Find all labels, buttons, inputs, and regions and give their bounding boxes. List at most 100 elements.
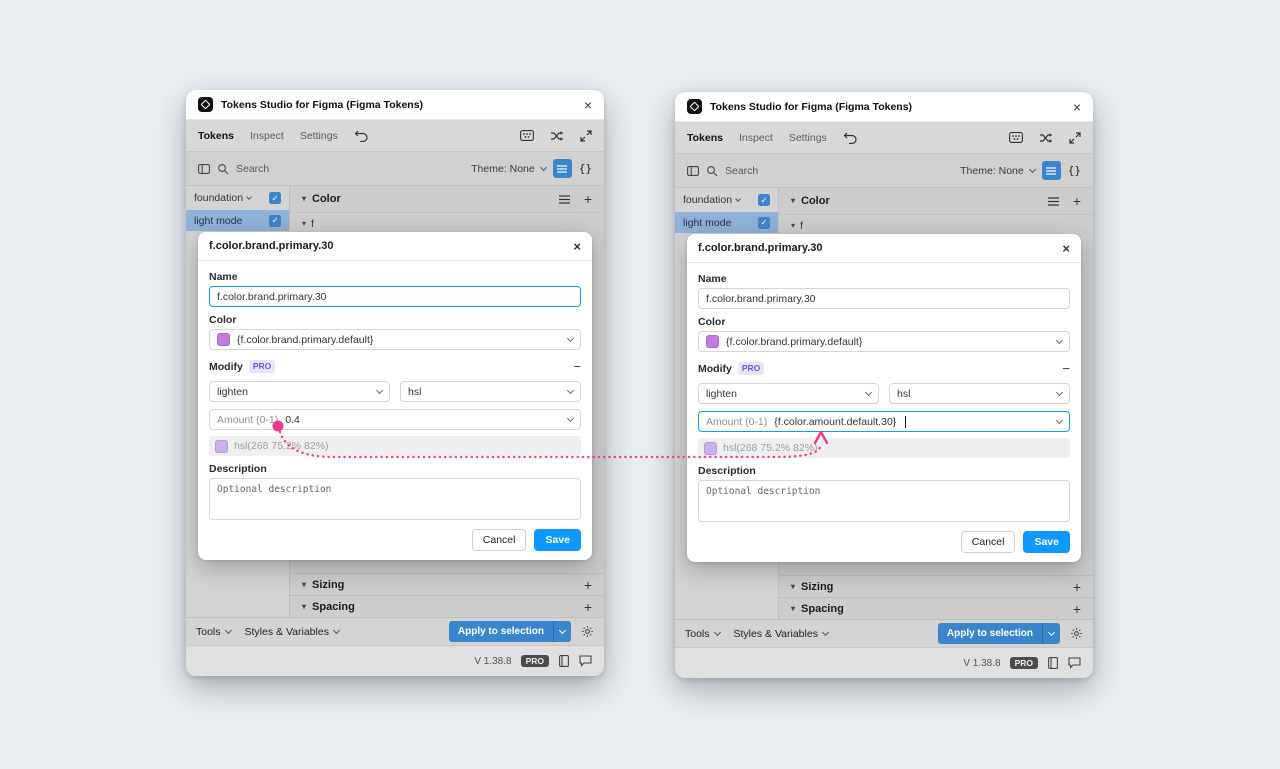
apply-dropdown-button[interactable] bbox=[554, 621, 571, 642]
json-view-button[interactable]: {} bbox=[578, 162, 592, 175]
sidebar-toggle-icon[interactable] bbox=[687, 165, 699, 177]
theme-selector[interactable]: Theme: None bbox=[471, 163, 547, 175]
token-set-label: foundation bbox=[194, 192, 244, 204]
feedback-icon[interactable] bbox=[1068, 657, 1081, 669]
subgroup-f[interactable]: ▾ f bbox=[290, 213, 604, 235]
cancel-button[interactable]: Cancel bbox=[960, 531, 1016, 553]
search-input[interactable] bbox=[236, 162, 341, 175]
subgroup-f[interactable]: ▾ f bbox=[779, 215, 1093, 237]
chevron-down-icon bbox=[864, 388, 873, 397]
token-set-light-mode[interactable]: light mode ✓ bbox=[186, 210, 289, 231]
save-button[interactable]: Save bbox=[534, 529, 581, 551]
search-input[interactable] bbox=[725, 164, 830, 177]
group-color[interactable]: ▾ Color + bbox=[779, 188, 1093, 215]
add-token-button[interactable]: + bbox=[583, 191, 592, 207]
chevron-down-icon bbox=[566, 386, 575, 395]
tools-menu[interactable]: Tools bbox=[685, 628, 721, 640]
styles-variables-menu[interactable]: Styles & Variables bbox=[734, 628, 829, 640]
tools-menu[interactable]: Tools bbox=[196, 626, 232, 638]
token-set-light-mode[interactable]: light mode ✓ bbox=[675, 212, 778, 233]
modify-type-select[interactable]: lighten bbox=[698, 383, 879, 404]
chevron-down-icon bbox=[246, 194, 252, 200]
group-label: Color bbox=[801, 195, 830, 207]
apply-to-selection-button[interactable]: Apply to selection bbox=[448, 621, 571, 642]
chevron-down-icon bbox=[224, 626, 232, 635]
undo-icon[interactable] bbox=[843, 132, 857, 144]
color-space-select[interactable]: hsl bbox=[400, 381, 581, 402]
styles-variables-menu[interactable]: Styles & Variables bbox=[245, 626, 340, 638]
modify-type-value: lighten bbox=[706, 387, 737, 400]
color-space-select[interactable]: hsl bbox=[889, 383, 1070, 404]
name-input[interactable] bbox=[698, 288, 1070, 309]
settings-gear-icon[interactable] bbox=[1070, 627, 1083, 640]
tab-settings[interactable]: Settings bbox=[788, 131, 827, 144]
checkbox-light-mode[interactable]: ✓ bbox=[269, 214, 281, 227]
edit-token-dialog: f.color.brand.primary.30 × Name Color {f… bbox=[198, 232, 592, 560]
amount-input[interactable]: Amount (0-1) {f.color.amount.default.30} bbox=[698, 411, 1070, 432]
checkbox-light-mode[interactable]: ✓ bbox=[758, 216, 770, 229]
group-spacing[interactable]: ▾ Spacing + bbox=[290, 595, 604, 617]
close-icon[interactable]: × bbox=[583, 96, 592, 113]
list-view-button[interactable] bbox=[552, 159, 572, 178]
apply-to-selection-button[interactable]: Apply to selection bbox=[937, 623, 1060, 644]
caret-icon: ▾ bbox=[791, 196, 796, 205]
docs-icon[interactable] bbox=[558, 655, 570, 667]
feedback-icon[interactable] bbox=[579, 655, 592, 667]
list-view-button[interactable] bbox=[1041, 161, 1061, 180]
remove-modifier-icon[interactable]: − bbox=[573, 359, 581, 374]
chevron-down-icon bbox=[1028, 165, 1036, 174]
color-value-select[interactable]: {f.color.brand.primary.default} bbox=[698, 331, 1070, 352]
token-set-foundation[interactable]: foundation ✓ bbox=[186, 186, 289, 210]
close-icon[interactable]: × bbox=[1062, 240, 1070, 256]
tab-tokens[interactable]: Tokens bbox=[687, 131, 723, 144]
tab-tokens[interactable]: Tokens bbox=[198, 129, 234, 142]
save-button[interactable]: Save bbox=[1023, 531, 1070, 553]
modify-type-select[interactable]: lighten bbox=[209, 381, 390, 402]
checkbox-foundation[interactable]: ✓ bbox=[758, 194, 770, 206]
json-view-button[interactable]: {} bbox=[1067, 164, 1081, 177]
settings-gear-icon[interactable] bbox=[581, 625, 594, 638]
tab-settings[interactable]: Settings bbox=[299, 129, 338, 142]
group-label: Sizing bbox=[312, 578, 345, 591]
resize-icon[interactable] bbox=[580, 129, 592, 142]
list-icon[interactable] bbox=[558, 194, 570, 204]
group-sizing[interactable]: ▾ Sizing + bbox=[779, 575, 1093, 597]
undo-icon[interactable] bbox=[354, 130, 368, 142]
resize-icon[interactable] bbox=[1069, 131, 1081, 144]
group-color[interactable]: ▾ Color + bbox=[290, 186, 604, 213]
color-space-value: hsl bbox=[897, 387, 911, 400]
add-token-button[interactable]: + bbox=[1072, 600, 1081, 617]
add-token-button[interactable]: + bbox=[583, 576, 592, 593]
tab-inspect[interactable]: Inspect bbox=[249, 129, 284, 142]
add-token-button[interactable]: + bbox=[1072, 193, 1081, 209]
color-value: {f.color.brand.primary.default} bbox=[237, 333, 374, 346]
add-token-button[interactable]: + bbox=[583, 598, 592, 615]
token-set-foundation[interactable]: foundation ✓ bbox=[675, 188, 778, 212]
docs-icon[interactable] bbox=[1047, 657, 1059, 669]
cancel-button[interactable]: Cancel bbox=[471, 529, 527, 551]
description-label: Description bbox=[209, 463, 267, 475]
remove-modifier-icon[interactable]: − bbox=[1062, 361, 1070, 376]
add-token-button[interactable]: + bbox=[1072, 578, 1081, 595]
name-input[interactable] bbox=[209, 286, 581, 307]
sidebar-toggle-icon[interactable] bbox=[198, 163, 210, 175]
window-titlebar: Tokens Studio for Figma (Figma Tokens) × bbox=[675, 92, 1093, 122]
description-textarea[interactable] bbox=[698, 480, 1070, 522]
list-icon[interactable] bbox=[1047, 196, 1059, 206]
theme-selector[interactable]: Theme: None bbox=[960, 165, 1036, 177]
group-sizing[interactable]: ▾ Sizing + bbox=[290, 573, 604, 595]
apply-dropdown-button[interactable] bbox=[1043, 623, 1060, 644]
tab-inspect[interactable]: Inspect bbox=[738, 131, 773, 144]
color-value-select[interactable]: {f.color.brand.primary.default} bbox=[209, 329, 581, 350]
shuffle-icon[interactable] bbox=[550, 130, 564, 142]
close-icon[interactable]: × bbox=[573, 238, 581, 254]
amount-input[interactable]: Amount (0-1) 0.4 bbox=[209, 409, 581, 430]
group-spacing[interactable]: ▾ Spacing + bbox=[779, 597, 1093, 619]
description-textarea[interactable] bbox=[209, 478, 581, 520]
chevron-down-icon bbox=[375, 386, 384, 395]
shuffle-icon[interactable] bbox=[1039, 132, 1053, 144]
checkbox-foundation[interactable]: ✓ bbox=[269, 192, 281, 204]
close-icon[interactable]: × bbox=[1072, 98, 1081, 115]
grid-icon[interactable] bbox=[520, 130, 534, 141]
grid-icon[interactable] bbox=[1009, 132, 1023, 143]
